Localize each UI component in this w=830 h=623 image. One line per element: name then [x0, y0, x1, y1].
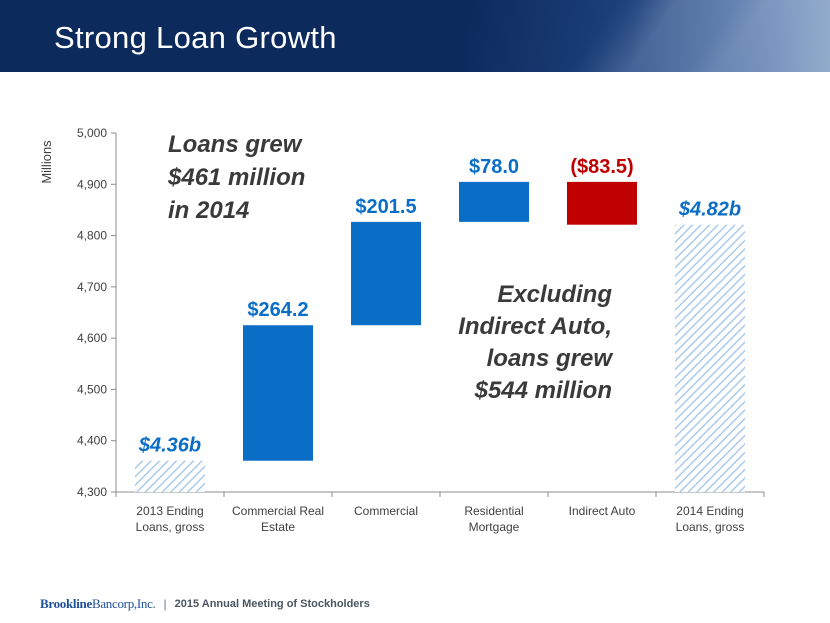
- bar-data-label: $4.82b: [678, 199, 741, 221]
- header-banner: Strong Loan Growth: [0, 0, 830, 72]
- y-tick-label: 4,400: [77, 434, 107, 448]
- footer-separator: |: [163, 597, 167, 611]
- category-label: Loans, gross: [676, 520, 745, 534]
- annotation-excluding-line: $544 million: [474, 377, 612, 404]
- y-tick-label: 4,700: [77, 280, 107, 294]
- y-tick-label: 4,900: [77, 177, 107, 191]
- bar-increase: [459, 181, 529, 222]
- annotation-growth-line: $461 million: [167, 164, 305, 191]
- bar-data-label: ($83.5): [570, 156, 633, 178]
- logo-brookline: Brookline: [40, 596, 92, 611]
- y-axis-label: Millions: [39, 140, 54, 184]
- bar-data-label: $264.2: [247, 299, 308, 321]
- bar-total: [135, 460, 205, 492]
- bar-decrease: [567, 181, 637, 225]
- y-tick-label: 4,500: [77, 382, 107, 396]
- y-tick-label: 4,300: [77, 485, 107, 499]
- logo-bancorp: Bancorp,Inc.: [91, 596, 156, 611]
- y-tick-label: 4,800: [77, 229, 107, 243]
- bar-total: [675, 224, 745, 492]
- annotation-excluding-line: loans grew: [487, 345, 614, 372]
- bar-increase: [243, 325, 313, 461]
- bar-increase: [351, 221, 421, 326]
- annotation-excluding-line: Indirect Auto,: [458, 313, 612, 340]
- footer: BrooklineBancorp,Inc. | 2015 Annual Meet…: [40, 594, 370, 614]
- bar-data-label: $4.36b: [138, 435, 201, 457]
- category-label: Mortgage: [469, 520, 520, 534]
- y-tick-label: 5,000: [77, 126, 107, 140]
- footer-text: 2015 Annual Meeting of Stockholders: [174, 598, 370, 610]
- y-tick-label: 4,600: [77, 331, 107, 345]
- category-label: Loans, gross: [136, 520, 205, 534]
- header-glow: [470, 0, 830, 72]
- bar-data-label: $78.0: [469, 156, 519, 178]
- annotation-excluding-line: Excluding: [497, 281, 612, 308]
- category-label: 2014 Ending: [676, 504, 743, 518]
- category-label: 2013 Ending: [136, 504, 203, 518]
- page-title: Strong Loan Growth: [54, 20, 337, 55]
- annotation-growth-line: Loans grew: [168, 131, 303, 158]
- bar-data-label: $201.5: [355, 196, 416, 218]
- category-label: Indirect Auto: [569, 504, 636, 518]
- annotation-growth-line: in 2014: [168, 197, 249, 224]
- category-label: Commercial: [354, 504, 418, 518]
- category-label: Estate: [261, 520, 295, 534]
- category-label: Residential: [464, 504, 523, 518]
- brookline-logo: BrooklineBancorp,Inc.: [40, 596, 156, 612]
- category-label: Commercial Real: [232, 504, 324, 518]
